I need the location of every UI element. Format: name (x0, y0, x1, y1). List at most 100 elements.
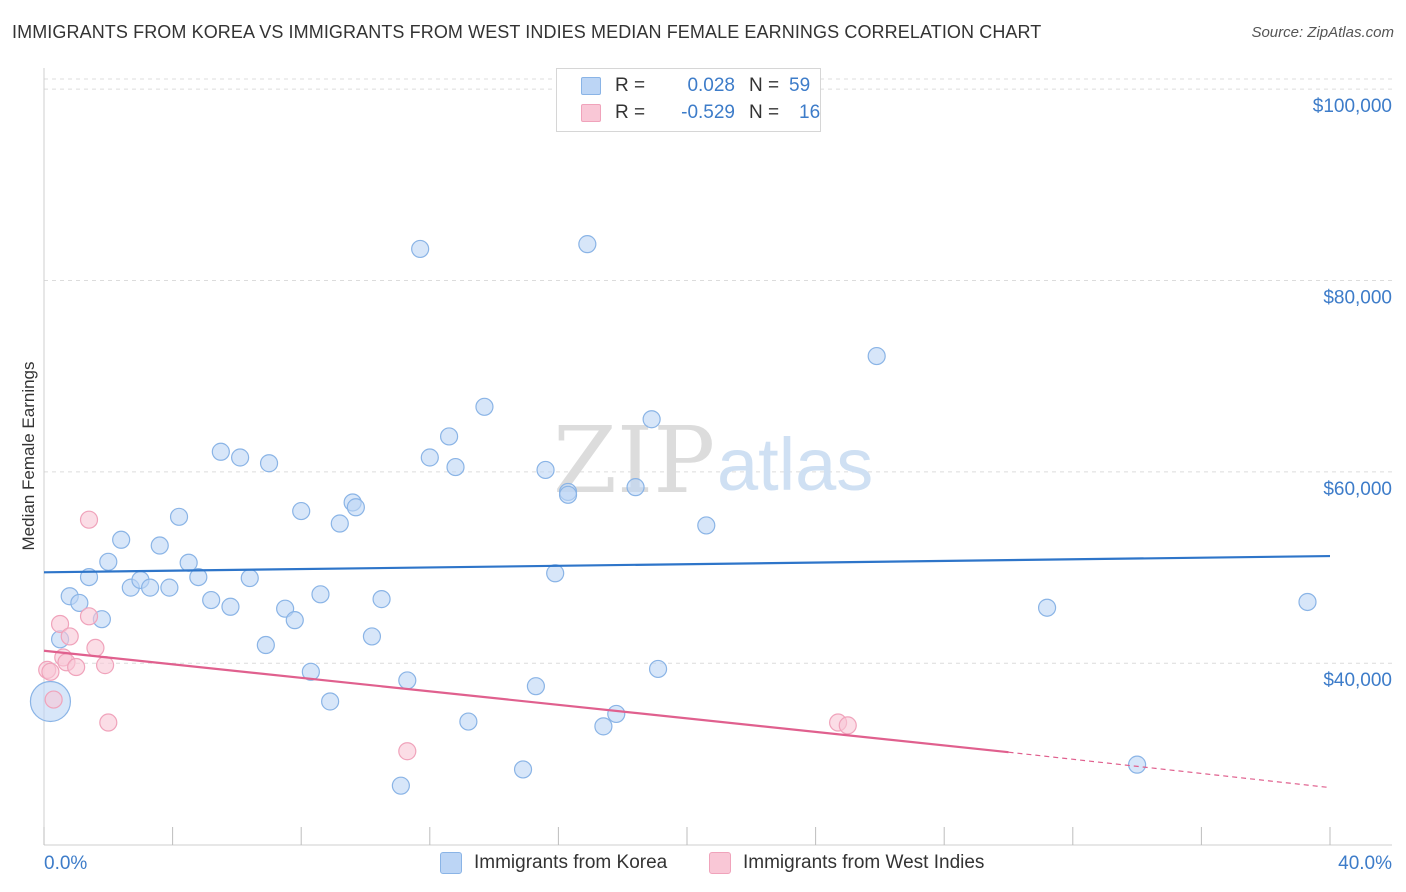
west-indies-point (79, 607, 99, 626)
west-indies-point (44, 690, 63, 709)
trend-lines (43, 554, 1331, 789)
west-indies-points (38, 510, 857, 761)
korea-point (642, 410, 661, 429)
legend-n-value-korea: 59 (789, 75, 811, 96)
korea-point (867, 346, 886, 366)
korea-point (446, 457, 465, 477)
bottom-legend-korea: Immigrants from Korea (440, 852, 667, 874)
korea-point (1127, 755, 1147, 774)
korea-point (330, 514, 349, 533)
korea-point (697, 516, 716, 535)
korea-point (578, 235, 597, 254)
korea-point (607, 704, 626, 724)
korea-points (29, 235, 1317, 795)
west-indies-point (86, 638, 105, 658)
legend-r-value-korea: 0.028 (687, 75, 735, 96)
korea-point (202, 590, 221, 610)
korea-point (346, 498, 365, 517)
y-tick-label: $40,000 (1323, 670, 1392, 691)
legend-row-korea: R = 0.028 N = 59 (581, 75, 810, 97)
korea-point (70, 593, 89, 613)
legend-r-label: R = (615, 102, 646, 123)
west-indies-legend-swatch (709, 852, 731, 874)
korea-point (475, 397, 494, 416)
y-tick-label: $100,000 (1313, 96, 1392, 117)
west-indies-point (398, 742, 417, 761)
west-indies-trend-line (43, 649, 1009, 754)
korea-point (150, 536, 169, 555)
korea-point (648, 659, 668, 679)
west-indies-point (60, 627, 79, 646)
korea-point (1298, 592, 1317, 612)
legend-n-value-west-indies: 16 (799, 102, 821, 123)
korea-legend-label: Immigrants from Korea (474, 852, 668, 873)
korea-point (112, 530, 131, 549)
korea-point (160, 578, 179, 597)
west-indies-point (95, 656, 115, 675)
korea-point (411, 239, 430, 259)
korea-point (240, 568, 259, 588)
korea-point (391, 776, 410, 795)
watermark-zip: ZIP (553, 407, 715, 514)
korea-point (526, 677, 545, 696)
korea-point (211, 442, 230, 461)
legend-r-value-west-indies: -0.529 (681, 102, 735, 123)
korea-point (311, 585, 330, 604)
korea-point (179, 553, 198, 572)
korea-point (439, 427, 459, 446)
chart-title: IMMIGRANTS FROM KOREA VS IMMIGRANTS FROM… (12, 22, 1042, 42)
korea-point (1037, 598, 1057, 617)
west-indies-point (67, 657, 86, 677)
y-tick-label: $60,000 (1323, 479, 1392, 500)
west-indies-point (50, 614, 70, 634)
correlation-legend: R = 0.028 N = 59 R = -0.529 N = 16 (556, 68, 821, 132)
korea-point (231, 448, 250, 467)
korea-point (221, 597, 240, 616)
west-indies-point (99, 713, 118, 732)
korea-point (536, 460, 555, 480)
legend-r-label: R = (615, 75, 646, 96)
korea-point (546, 564, 565, 583)
korea-point (459, 712, 478, 731)
korea-point (140, 578, 160, 597)
bottom-legend-west-indies: Immigrants from West Indies (709, 852, 984, 874)
korea-point (626, 478, 645, 497)
korea-point (398, 671, 417, 690)
west-indies-legend-label: Immigrants from West Indies (743, 852, 985, 873)
korea-point (256, 635, 275, 655)
y-tick-labels: $40,000 $60,000 $80,000 $100,000 (1313, 96, 1392, 691)
legend-n-label: N = (749, 102, 780, 123)
watermark-atlas: atlas (717, 423, 873, 506)
korea-point (513, 760, 533, 779)
korea-point (292, 501, 311, 521)
korea-legend-swatch (440, 852, 462, 874)
y-tick-label: $80,000 (1323, 287, 1392, 308)
legend-n-label: N = (749, 75, 780, 96)
watermark: ZIP atlas (553, 407, 873, 514)
legend-row-west-indies: R = -0.529 N = 16 (581, 102, 820, 124)
korea-point (189, 567, 208, 587)
y-axis-label: Median Female Earnings (19, 362, 38, 551)
west-indies-point (41, 662, 60, 681)
korea-point (301, 662, 320, 681)
korea-trend-line (43, 554, 1331, 574)
korea-point (169, 507, 189, 526)
x-tick-labels: 0.0% 40.0% (44, 853, 1392, 874)
x-tick-max: 40.0% (1338, 853, 1392, 874)
korea-point (321, 692, 340, 711)
west-indies-trend-extension (1008, 751, 1331, 789)
x-tick-min: 0.0% (44, 853, 87, 874)
west-indies-point (79, 510, 99, 529)
korea-point (594, 717, 613, 736)
korea-point (372, 590, 391, 609)
korea-swatch (581, 77, 601, 95)
korea-point (558, 485, 578, 504)
west-indies-point (838, 716, 857, 735)
korea-point (99, 552, 118, 571)
source-label: Source: ZipAtlas.com (1251, 24, 1394, 41)
korea-point (259, 454, 279, 473)
korea-point (362, 627, 382, 646)
west-indies-swatch (581, 104, 601, 122)
korea-point (420, 448, 439, 467)
